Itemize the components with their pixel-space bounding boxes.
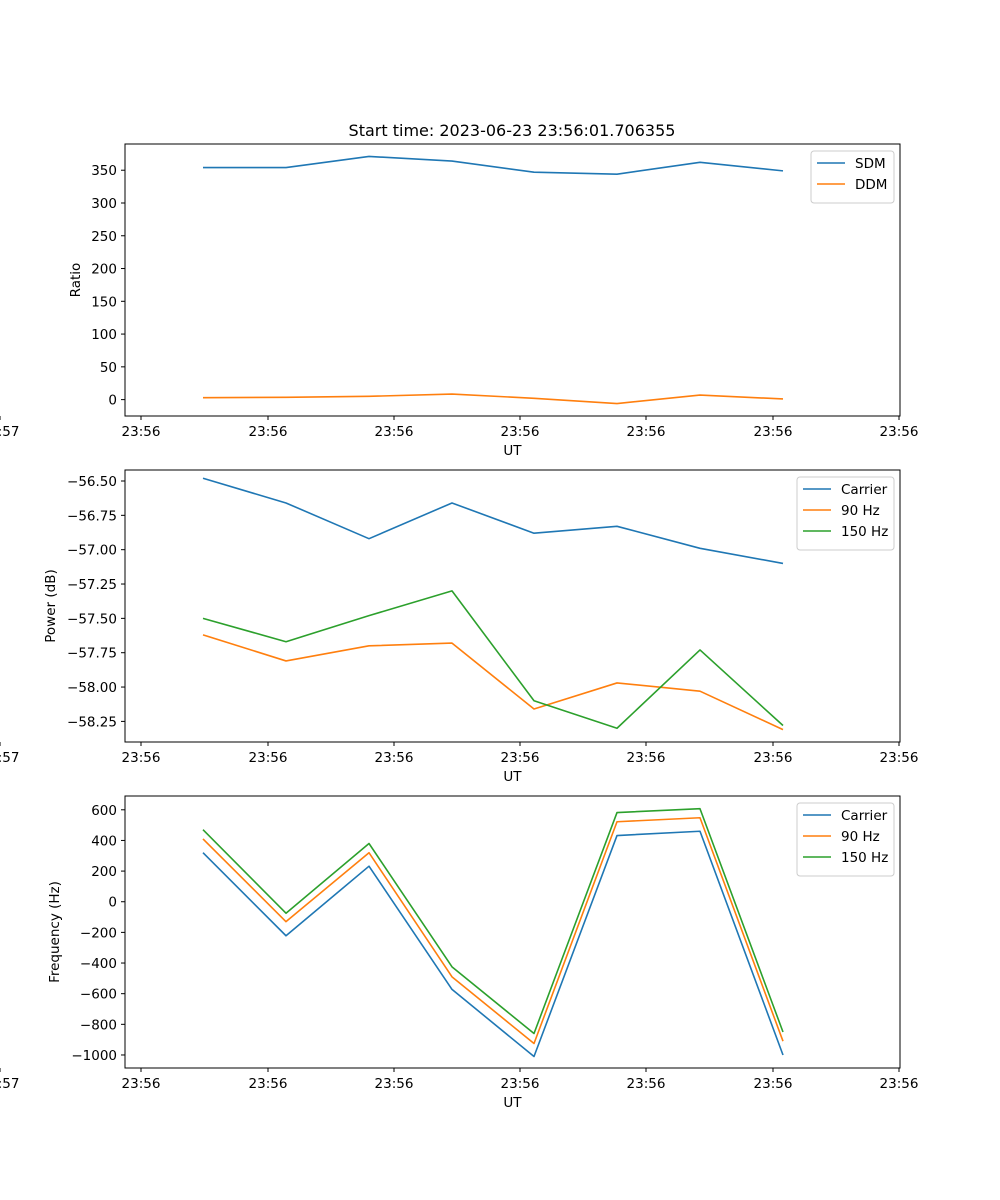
x-tick-label: 23:56 [501,424,540,440]
x-tick-label: 23:56 [754,1076,793,1092]
y-tick-label: 250 [91,229,117,245]
y-tick-label: 300 [91,196,117,212]
y-tick-label: 100 [91,327,117,343]
y-tick-label: −58.00 [67,680,117,696]
x-tick-label: 23:57 [0,750,19,766]
legend-label: DDM [855,177,887,193]
x-tick-label: 23:56 [249,1076,288,1092]
legend-label: 150 Hz [841,850,888,866]
y-tick-label: −57.00 [67,543,117,559]
x-tick-label: 23:57 [0,424,19,440]
figure-title: Start time: 2023-06-23 23:56:01.706355 [349,121,676,140]
legend: Carrier 90 Hz 150 Hz [796,802,895,877]
x-tick-label: 23:56 [880,750,919,766]
legend-label: Carrier [841,482,888,498]
y-tick-label: 400 [91,833,117,849]
x-tick-label: 23:56 [754,424,793,440]
legend-label: 90 Hz [841,829,880,845]
y-tick-label: 200 [91,864,117,880]
chart-panel-1: 23:56 23:56 23:56 23:56 23:56 23:56 23:56 23:57… [0,143,919,459]
x-tick-label: 23:56 [880,1076,919,1092]
x-tick-label: 23:56 [249,750,288,766]
y-tick-label: −1000 [71,1048,117,1064]
plot-frame [124,143,901,417]
y-tick-label: −200 [80,925,117,941]
series-line-sdm [203,155,784,175]
x-tick-label: 23:56 [880,424,919,440]
y-axis-label: Frequency (Hz) [47,881,63,983]
series-line-150-hz [202,590,784,730]
series-line-90-hz [202,634,784,731]
y-tick-label: −400 [80,956,117,972]
y-tick-label: −56.50 [67,474,117,490]
x-tick-label: 23:56 [249,424,288,440]
y-tick-label: −800 [80,1017,117,1033]
y-tick-label: 0 [108,393,117,409]
series-line-ddm [202,393,784,405]
x-tick-label: 23:56 [375,1076,414,1092]
x-tick-label: 23:56 [627,1076,666,1092]
x-tick-label: 23:56 [375,424,414,440]
x-tick-label: 23:56 [122,424,161,440]
y-tick-label: −57.75 [67,646,117,662]
x-tick-label: 23:56 [501,750,540,766]
y-tick-label: −600 [80,987,117,1003]
y-tick-label: 200 [91,262,117,278]
legend-label: Carrier [841,808,888,824]
x-tick-label: 23:56 [122,750,161,766]
legend-label: 90 Hz [841,503,880,519]
chart-panel-3: 23:56 23:56 23:56 23:56 23:56 23:56 23:56 23:57… [0,795,919,1111]
legend-box [810,150,895,204]
y-axis-label: Ratio [68,263,84,298]
y-tick-label: −58.25 [67,714,117,730]
x-axis-label: UT [503,769,522,785]
y-tick-label: −56.75 [67,508,117,524]
y-tick-label: 50 [100,360,117,376]
series-line-carrier [202,830,784,1058]
x-axis-label: UT [503,443,522,459]
legend: Carrier 90 Hz 150 Hz [796,476,895,551]
x-tick-label: 23:56 [375,750,414,766]
series-line-carrier [202,477,784,565]
x-tick-label: 23:56 [627,424,666,440]
legend-label: SDM [855,156,886,172]
legend-label: 150 Hz [841,524,888,540]
x-axis-label: UT [503,1095,522,1111]
x-tick-label: 23:57 [0,1076,19,1092]
y-tick-label: 600 [91,803,117,819]
plot-frame [124,469,901,743]
x-tick-label: 23:56 [627,750,666,766]
x-tick-label: 23:56 [501,1076,540,1092]
y-axis-label: Power (dB) [43,569,59,642]
series-line-150-hz [202,807,784,1035]
y-tick-label: 150 [91,294,117,310]
y-tick-label: 350 [91,163,117,179]
y-tick-label: −57.25 [67,577,117,593]
y-tick-label: 0 [108,895,117,911]
legend: SDM DDM [810,150,895,204]
y-tick-label: −57.50 [67,611,117,627]
chart-panel-2: 23:56 23:56 23:56 23:56 23:56 23:56 23:56 23:57… [0,469,919,785]
x-tick-label: 23:56 [754,750,793,766]
x-tick-label: 23:56 [122,1076,161,1092]
series-line-90-hz [202,816,784,1045]
